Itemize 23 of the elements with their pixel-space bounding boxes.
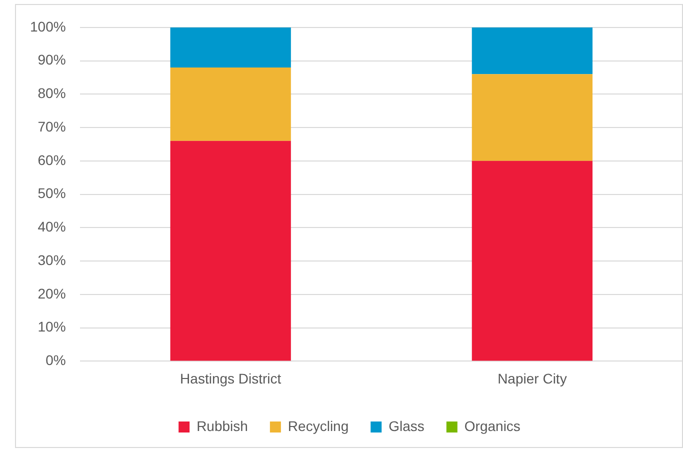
bar (170, 67, 291, 141)
y-tick-label: 40% (38, 218, 66, 235)
y-tick-label: 60% (38, 152, 66, 168)
bar (472, 27, 593, 74)
bar (170, 140, 291, 361)
y-tick-label: 100% (30, 18, 66, 34)
legend-label: Organics (464, 418, 520, 434)
y-tick-label: 20% (38, 285, 66, 302)
bar (170, 27, 291, 68)
y-tick-label: 70% (38, 118, 66, 134)
legend-label: Glass (388, 418, 424, 434)
y-tick-label: 30% (38, 252, 66, 268)
legend-label: Recycling (288, 418, 349, 434)
x-tick-label: Napier City (498, 370, 567, 386)
y-tick-label: 80% (38, 85, 66, 102)
x-tick-label: Hastings District (180, 370, 282, 386)
bar (472, 160, 593, 361)
y-tick-label: 50% (38, 185, 66, 202)
y-tick-label: 90% (38, 52, 66, 68)
bar (472, 74, 593, 161)
y-tick-label: 0% (46, 352, 66, 368)
y-tick-label: 10% (38, 318, 66, 335)
legend-label: Rubbish (196, 418, 248, 434)
